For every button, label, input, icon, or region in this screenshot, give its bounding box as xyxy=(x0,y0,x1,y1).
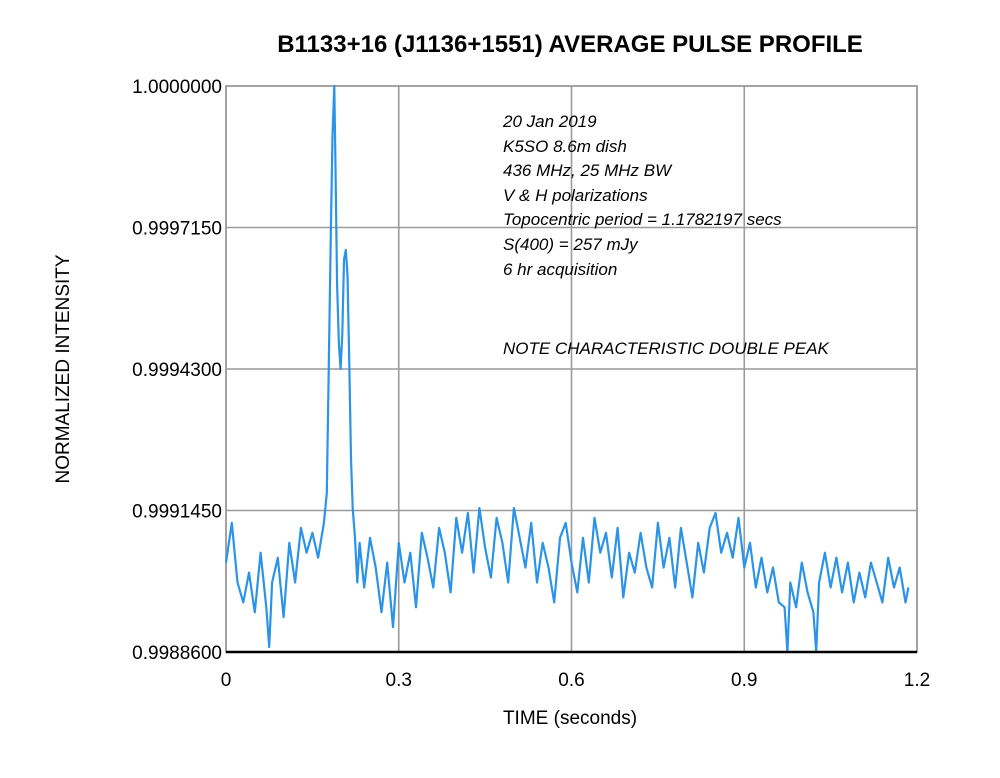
y-tick-label: 1.0000000 xyxy=(132,77,222,98)
y-tick-labels: 1.0000000 0.9997150 0.9994300 0.9991450 0.99… xyxy=(132,77,222,664)
annotation-line: NOTE CHARACTERISTIC DOUBLE PEAK xyxy=(503,339,830,358)
y-tick-label: 0.9994300 xyxy=(132,360,222,381)
y-axis-label: NORMALIZED INTENSITY xyxy=(53,254,74,483)
chart-title: B1133+16 (J1136+1551) AVERAGE PULSE PROF… xyxy=(277,31,863,58)
x-tick-label: 0.9 xyxy=(731,670,757,691)
annotation-line: S(400) = 257 mJy xyxy=(503,235,639,254)
x-tick-label: 0 xyxy=(221,670,232,691)
y-tick-label: 0.9988600 xyxy=(132,643,222,664)
x-tick-labels: 0 0.3 0.6 0.9 1.2 xyxy=(221,670,931,691)
y-tick-label: 0.9997150 xyxy=(132,219,222,240)
series-line xyxy=(224,84,910,654)
y-tick-label: 0.9991450 xyxy=(132,502,222,523)
x-tick-label: 1.2 xyxy=(904,670,930,691)
annotation-line: V & H polarizations xyxy=(503,186,648,205)
x-tick-label: 0.3 xyxy=(386,670,412,691)
annotation-block: 20 Jan 2019 K5SO 8.6m dish 436 MHz, 25 MHz… xyxy=(502,112,830,358)
annotation-line: Topocentric period = 1.1782197 secs xyxy=(503,210,782,229)
annotation-line: 6 hr acquisition xyxy=(503,260,617,279)
annotation-line: K5SO 8.6m dish xyxy=(503,137,627,156)
annotation-line: 436 MHz, 25 MHz BW xyxy=(503,161,673,180)
x-tick-label: 0.6 xyxy=(558,670,584,691)
annotation-line: 20 Jan 2019 xyxy=(502,112,597,131)
x-axis-label: TIME (seconds) xyxy=(503,708,637,729)
